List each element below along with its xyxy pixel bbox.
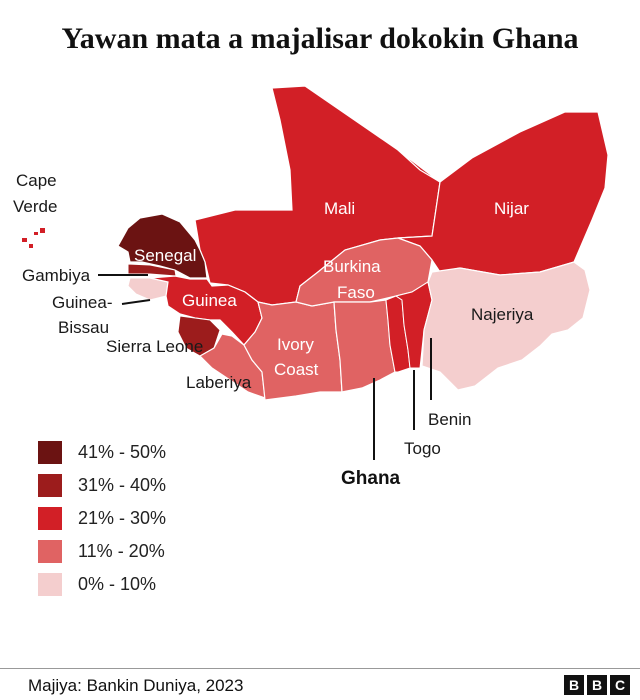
country-guinea-bissau[interactable] [127, 277, 169, 301]
footer-divider [0, 668, 640, 669]
logo-letter: C [610, 675, 630, 695]
label-burkina-line2: Faso [337, 283, 375, 302]
label-cape-verde-line1: Cape [16, 171, 57, 190]
legend-item: 0% - 10% [38, 568, 166, 601]
leader-lines [98, 274, 432, 460]
legend-swatch [38, 540, 62, 563]
label-senegal: Senegal [134, 246, 196, 265]
label-benin: Benin [428, 410, 471, 429]
cape-verde-islands [22, 228, 45, 248]
label-guinea-bissau-line1: Guinea- [52, 293, 112, 312]
country-nigeria[interactable] [421, 261, 591, 391]
label-mali: Mali [324, 199, 355, 218]
label-ghana: Ghana [341, 468, 401, 489]
map-title: Yawan mata a majalisar dokokin Ghana [61, 22, 579, 55]
legend-swatch [38, 507, 62, 530]
label-liberia: Laberiya [186, 373, 252, 392]
label-cape-verde-line2: Verde [13, 197, 57, 216]
legend-swatch [38, 573, 62, 596]
legend-item: 31% - 40% [38, 469, 166, 502]
label-burkina-line1: Burkina [323, 257, 381, 276]
label-ivory-coast-line1: Ivory [277, 335, 314, 354]
label-ivory-coast-line2: Coast [274, 360, 319, 379]
country-ghana[interactable] [333, 299, 396, 393]
legend-label: 21% - 30% [78, 508, 167, 528]
legend-label: 31% - 40% [78, 475, 167, 495]
legend-swatch [38, 441, 62, 464]
legend-label: 0% - 10% [78, 574, 157, 594]
source-note: Majiya: Bankin Duniya, 2023 [28, 676, 244, 695]
logo-letter: B [564, 675, 584, 695]
country-senegal[interactable] [117, 213, 208, 279]
legend-label: 11% - 20% [78, 541, 165, 561]
label-guinea: Guinea [182, 291, 237, 310]
label-niger: Nijar [494, 199, 529, 218]
country-benin[interactable] [394, 281, 433, 369]
bbc-logo: B B C [564, 675, 630, 695]
legend-item: 41% - 50% [38, 436, 166, 469]
label-guinea-bissau-line2: Bissau [58, 318, 109, 337]
legend-label: 41% - 50% [78, 442, 167, 462]
legend: 41% - 50% 31% - 40% 21% - 30% 11% - 20% … [38, 436, 166, 601]
label-sierra-leone: Sierra Leone [106, 337, 203, 356]
logo-letter: B [587, 675, 607, 695]
label-togo: Togo [404, 439, 441, 458]
legend-item: 11% - 20% [38, 535, 166, 568]
label-nigeria: Najeriya [471, 305, 534, 324]
legend-item: 21% - 30% [38, 502, 166, 535]
legend-swatch [38, 474, 62, 497]
label-gambia: Gambiya [22, 266, 91, 285]
